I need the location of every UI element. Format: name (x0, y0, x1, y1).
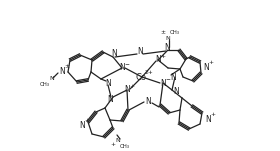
Text: CH₃: CH₃ (170, 29, 180, 34)
Text: −: − (125, 61, 129, 66)
Text: +: + (111, 141, 115, 146)
Text: +: + (129, 84, 134, 88)
Text: N: N (50, 77, 54, 82)
Text: N: N (124, 85, 130, 95)
Text: N: N (203, 64, 209, 72)
Text: Co: Co (136, 72, 146, 82)
Text: −: − (165, 77, 171, 82)
Text: +: + (209, 61, 213, 66)
Text: +: + (160, 53, 165, 58)
Text: N: N (137, 48, 143, 56)
Text: 2+: 2+ (145, 71, 153, 76)
Text: N: N (173, 87, 179, 96)
Text: N: N (164, 42, 170, 51)
Text: N: N (116, 138, 120, 143)
Text: N: N (160, 79, 166, 87)
Text: N: N (107, 95, 113, 104)
Text: N: N (105, 79, 111, 87)
Text: ±: ± (64, 64, 69, 69)
Text: N: N (119, 64, 125, 72)
Text: +: + (211, 112, 216, 117)
Text: ±: ± (160, 31, 165, 35)
Text: N: N (111, 50, 117, 58)
Text: N: N (79, 122, 85, 130)
Text: CH₃: CH₃ (120, 143, 130, 148)
Text: N: N (166, 35, 170, 40)
Text: N: N (170, 72, 176, 82)
Text: N: N (59, 67, 65, 77)
Text: +: + (85, 119, 90, 124)
Text: N: N (205, 116, 211, 125)
Text: N: N (145, 98, 151, 106)
Text: N: N (155, 56, 161, 64)
Text: CH₃: CH₃ (40, 82, 50, 87)
